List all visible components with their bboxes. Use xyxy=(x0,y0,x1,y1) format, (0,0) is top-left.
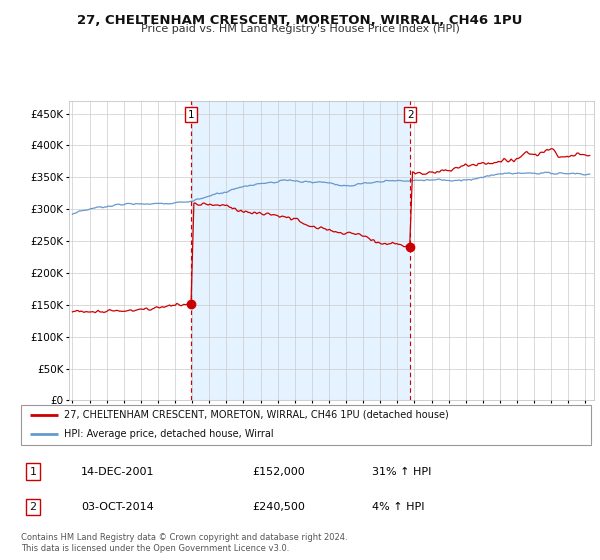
Text: Contains HM Land Registry data © Crown copyright and database right 2024.
This d: Contains HM Land Registry data © Crown c… xyxy=(21,533,347,553)
Text: 31% ↑ HPI: 31% ↑ HPI xyxy=(372,466,431,477)
Text: Price paid vs. HM Land Registry's House Price Index (HPI): Price paid vs. HM Land Registry's House … xyxy=(140,24,460,34)
Text: 1: 1 xyxy=(188,110,195,120)
Text: 1: 1 xyxy=(29,466,37,477)
Text: 14-DEC-2001: 14-DEC-2001 xyxy=(81,466,155,477)
Text: HPI: Average price, detached house, Wirral: HPI: Average price, detached house, Wirr… xyxy=(64,430,274,439)
Text: 2: 2 xyxy=(29,502,37,512)
Text: 27, CHELTENHAM CRESCENT, MORETON, WIRRAL, CH46 1PU: 27, CHELTENHAM CRESCENT, MORETON, WIRRAL… xyxy=(77,14,523,27)
FancyBboxPatch shape xyxy=(21,405,591,445)
Bar xyxy=(191,101,410,400)
Text: 4% ↑ HPI: 4% ↑ HPI xyxy=(372,502,425,512)
Text: 03-OCT-2014: 03-OCT-2014 xyxy=(81,502,154,512)
Text: £240,500: £240,500 xyxy=(252,502,305,512)
Text: £152,000: £152,000 xyxy=(252,466,305,477)
Text: 2: 2 xyxy=(407,110,413,120)
Text: 27, CHELTENHAM CRESCENT, MORETON, WIRRAL, CH46 1PU (detached house): 27, CHELTENHAM CRESCENT, MORETON, WIRRAL… xyxy=(64,410,449,420)
